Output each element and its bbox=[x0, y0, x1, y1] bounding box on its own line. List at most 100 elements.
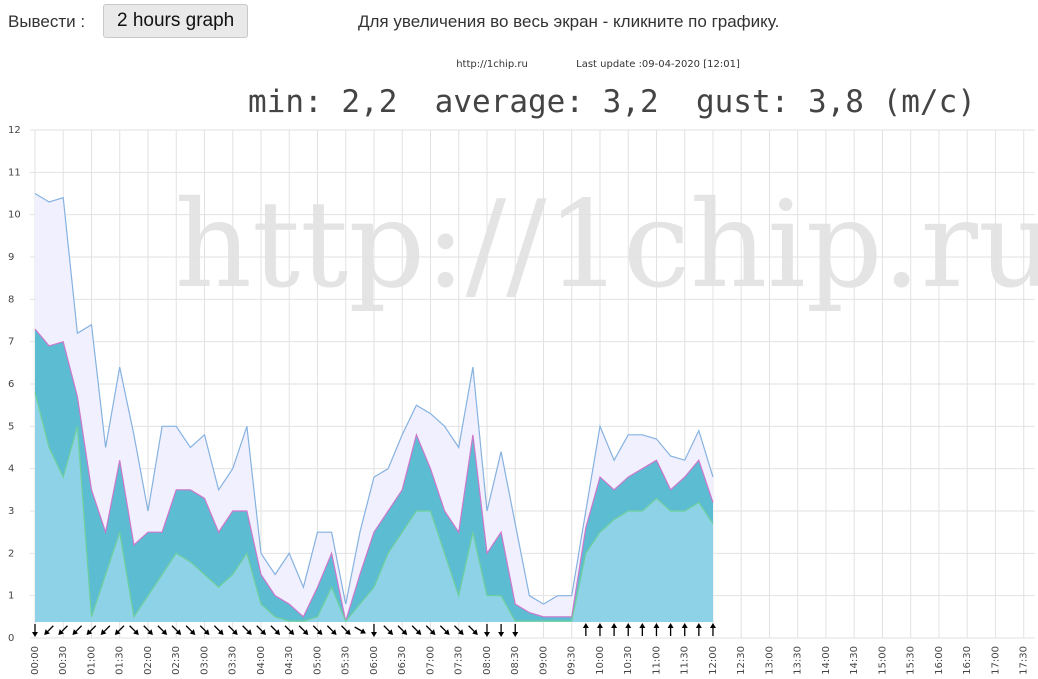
wind-arrow bbox=[639, 623, 646, 636]
site-label: http://1chip.ru bbox=[456, 59, 528, 70]
x-tick-label: 10:00 bbox=[595, 646, 606, 675]
arrow-head bbox=[709, 623, 716, 628]
arrow-head bbox=[653, 623, 660, 628]
x-tick-label: 16:30 bbox=[962, 646, 973, 675]
arrow-head bbox=[360, 628, 366, 634]
wind-arrow bbox=[58, 625, 68, 635]
hint: Для увеличения во весь экран - кликните … bbox=[358, 12, 780, 31]
arrow-head bbox=[681, 623, 688, 628]
arrow-head bbox=[316, 629, 323, 635]
arrow-head bbox=[302, 629, 309, 635]
wind-arrow bbox=[667, 623, 674, 636]
watermark: http://1chip.ru bbox=[175, 176, 1038, 315]
arrow-head bbox=[443, 629, 450, 635]
x-tick-label: 06:00 bbox=[369, 646, 380, 675]
arrow-head bbox=[246, 629, 252, 635]
arrow-head bbox=[288, 629, 295, 635]
arrow-head bbox=[274, 629, 281, 635]
wind-arrow bbox=[341, 625, 351, 635]
arrow-head bbox=[370, 632, 377, 637]
x-tick-label: 17:00 bbox=[990, 646, 1001, 675]
y-tick-label: 9 bbox=[8, 252, 14, 263]
toolbar: Вывести : 2 hours graph Для увеличения в… bbox=[0, 0, 1038, 46]
output-label: Вывести : bbox=[8, 12, 86, 31]
wind-arrow bbox=[32, 624, 38, 637]
wind-arrow bbox=[397, 625, 408, 635]
wind-arrow bbox=[611, 623, 618, 636]
x-tick-label: 12:30 bbox=[736, 646, 747, 675]
chart[interactable]: http://1chip.ru Last update :09-04-2020 … bbox=[0, 46, 1038, 679]
arrow-head bbox=[387, 629, 394, 635]
x-tick-label: 04:30 bbox=[284, 646, 295, 675]
arrow-head bbox=[498, 632, 505, 637]
x-tick-label: 09:30 bbox=[567, 646, 578, 675]
arrow-head bbox=[625, 623, 632, 628]
wind-arrow bbox=[143, 625, 153, 635]
arrow-head bbox=[114, 629, 121, 635]
x-tick-label: 17:30 bbox=[1019, 646, 1030, 675]
x-tick-label: 03:00 bbox=[199, 646, 210, 675]
x-tick-label: 16:00 bbox=[934, 646, 945, 675]
y-tick-label: 7 bbox=[8, 337, 14, 348]
arrow-head bbox=[232, 629, 238, 635]
x-tick-label: 01:30 bbox=[115, 646, 126, 675]
arrow-head bbox=[260, 629, 266, 635]
wind-arrow bbox=[157, 625, 168, 635]
arrow-head bbox=[147, 629, 153, 635]
arrow-head bbox=[203, 629, 210, 635]
arrow-head bbox=[86, 629, 93, 635]
x-tick-label: 09:00 bbox=[538, 646, 549, 675]
wind-arrow bbox=[86, 625, 97, 635]
wind-arrow bbox=[129, 625, 139, 635]
y-tick-label: 4 bbox=[8, 464, 14, 475]
x-tick-label: 05:30 bbox=[341, 646, 352, 675]
x-tick-label: 07:00 bbox=[425, 646, 436, 675]
wind-arrow bbox=[625, 623, 632, 636]
wind-arrow bbox=[411, 625, 422, 635]
x-tick-label: 12:00 bbox=[708, 646, 719, 675]
update-label: Last update :09-04-2020 [12:01] bbox=[576, 59, 740, 70]
wind-arrow bbox=[171, 625, 182, 635]
x-tick-label: 03:30 bbox=[228, 646, 239, 675]
range-button[interactable]: 2 hours graph bbox=[103, 4, 249, 38]
arrow-head bbox=[472, 629, 478, 635]
arrow-head bbox=[695, 623, 702, 628]
arrow-head bbox=[72, 629, 79, 635]
wind-arrow bbox=[298, 625, 309, 635]
wind-arrow bbox=[199, 625, 210, 635]
x-tick-label: 07:30 bbox=[454, 646, 465, 675]
wind-arrow bbox=[498, 624, 505, 637]
arrow-head bbox=[32, 632, 38, 637]
x-tick-label: 04:00 bbox=[256, 646, 267, 675]
wind-arrow bbox=[582, 623, 589, 636]
wind-arrow bbox=[44, 625, 54, 635]
wind-arrow bbox=[454, 625, 464, 635]
arrow-head bbox=[483, 632, 490, 637]
y-tick-label: 11 bbox=[8, 167, 21, 178]
wind-arrow bbox=[439, 625, 450, 635]
area-line bbox=[34, 192, 714, 605]
y-tick-label: 10 bbox=[8, 210, 21, 221]
arrow-head bbox=[175, 629, 182, 635]
wind-arrow bbox=[100, 625, 111, 635]
arrow-head bbox=[345, 629, 351, 635]
arrow-head bbox=[133, 629, 139, 635]
x-tick-label: 10:30 bbox=[623, 646, 634, 675]
x-tick-label: 00:30 bbox=[58, 646, 69, 675]
wind-arrow bbox=[695, 623, 702, 636]
wind-arrow bbox=[681, 623, 688, 636]
arrow-head bbox=[582, 623, 589, 628]
wind-arrow bbox=[512, 624, 519, 637]
x-tick-label: 00:00 bbox=[30, 646, 41, 675]
wind-arrow bbox=[425, 625, 436, 635]
arrow-head bbox=[458, 629, 464, 635]
arrow-head bbox=[44, 629, 50, 635]
x-tick-label: 14:00 bbox=[821, 646, 832, 675]
wind-arrow bbox=[653, 623, 660, 636]
wind-arrow bbox=[383, 625, 394, 635]
wind-arrow bbox=[242, 625, 252, 635]
x-tick-label: 02:00 bbox=[143, 646, 154, 675]
arrow-head bbox=[58, 629, 64, 635]
x-tick-label: 08:00 bbox=[482, 646, 493, 675]
y-tick-label: 2 bbox=[8, 548, 14, 559]
